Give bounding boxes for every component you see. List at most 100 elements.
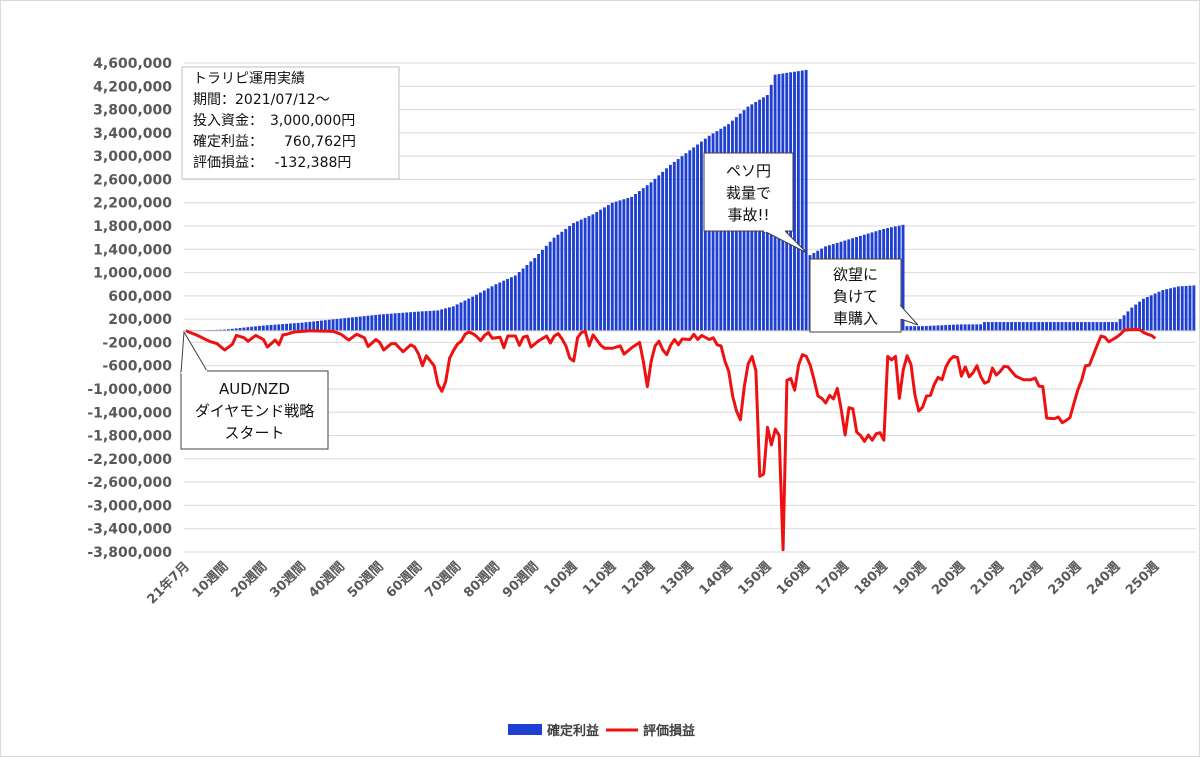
profit-bar xyxy=(994,322,998,331)
profit-bar xyxy=(657,175,661,331)
profit-bar xyxy=(401,312,405,331)
profit-bar xyxy=(1110,322,1114,331)
profit-bar xyxy=(490,286,494,331)
peso-callout-box xyxy=(703,152,794,232)
profit-bar xyxy=(711,133,715,331)
profit-bar xyxy=(606,205,610,331)
profit-bar xyxy=(1192,285,1196,331)
profit-bar xyxy=(1083,322,1087,331)
profit-bar xyxy=(599,209,603,331)
profit-bar xyxy=(382,314,385,331)
profit-bar xyxy=(1157,291,1161,331)
profit-bar xyxy=(250,326,254,331)
profit-bar xyxy=(246,327,250,331)
profit-bar xyxy=(1056,322,1060,331)
profit-bar xyxy=(1014,322,1017,331)
x-tick-label: 160週 xyxy=(774,559,813,598)
x-tick-label: 10週間 xyxy=(190,559,232,601)
y-tick-label: -600,000 xyxy=(102,359,172,375)
profit-bar xyxy=(463,300,467,331)
y-tick-label: -2,600,000 xyxy=(87,475,172,491)
info-box-line: 確定利益： 760,762円 xyxy=(193,134,356,150)
profit-bar xyxy=(347,317,351,331)
profit-bar xyxy=(637,191,641,331)
x-tick-label: 80週間 xyxy=(461,559,503,601)
profit-bar xyxy=(389,313,393,331)
profit-bar xyxy=(928,325,932,331)
profit-bar xyxy=(223,329,226,331)
profit-bar xyxy=(548,241,552,331)
y-tick-label: -1,800,000 xyxy=(87,429,172,445)
y-tick-label: 2,600,000 xyxy=(93,172,172,188)
x-tick-label: 190週 xyxy=(890,559,929,598)
profit-bar xyxy=(300,322,304,331)
profit-bar xyxy=(498,282,502,331)
y-tick-label: 1,000,000 xyxy=(93,266,172,282)
profit-bar xyxy=(703,138,707,331)
profit-bar xyxy=(800,70,804,331)
x-tick-label: 40週間 xyxy=(306,559,348,601)
profit-bar xyxy=(1029,322,1033,331)
profit-bar xyxy=(1041,322,1045,331)
profit-bar xyxy=(486,288,490,331)
peso-callout-pointer xyxy=(763,230,808,254)
legend: 確定利益 評価損益 xyxy=(508,723,695,739)
profit-bar xyxy=(1064,322,1068,331)
profit-bar xyxy=(1060,322,1064,331)
profit-bar xyxy=(626,198,630,331)
profit-bar xyxy=(327,319,331,331)
x-tick-label: 100週 xyxy=(542,559,581,598)
start-callout-pointer xyxy=(180,330,208,374)
profit-bar xyxy=(230,328,234,331)
profit-bar xyxy=(296,322,300,331)
profit-bar xyxy=(610,202,614,331)
profit-bar xyxy=(1037,322,1041,331)
profit-bar xyxy=(983,322,986,331)
profit-bar xyxy=(358,316,362,331)
unrealized-line xyxy=(185,328,1157,552)
x-tick-label: 21年7月 xyxy=(144,559,193,608)
profit-bar xyxy=(1103,322,1107,331)
profit-bar xyxy=(424,311,428,331)
profit-bar xyxy=(451,306,455,331)
profit-bar xyxy=(1122,315,1126,331)
profit-bar xyxy=(335,318,339,331)
profit-bar xyxy=(261,325,265,331)
profit-bar xyxy=(1072,322,1076,331)
car-callout-box xyxy=(809,258,902,333)
y-tick-label: 3,800,000 xyxy=(93,103,172,119)
profit-bar xyxy=(1068,322,1072,331)
profit-bar xyxy=(234,328,238,331)
x-tick-label: 90週間 xyxy=(500,559,542,601)
y-tick-label: -1,400,000 xyxy=(87,405,172,421)
profit-bar xyxy=(1180,286,1184,331)
profit-bar xyxy=(579,219,583,331)
profit-bar xyxy=(482,290,486,331)
profit-bar xyxy=(653,178,657,331)
profit-bar xyxy=(979,324,983,331)
profit-bar xyxy=(409,312,413,331)
profit-bar xyxy=(936,325,940,331)
profit-bar xyxy=(948,324,952,331)
unrealized-pnl-line xyxy=(185,328,1157,552)
profit-bar xyxy=(529,261,533,331)
profit-bar xyxy=(413,311,416,331)
profit-bar xyxy=(921,326,924,331)
car-callout-text: 負けて xyxy=(833,288,878,306)
profit-bar xyxy=(1153,293,1157,331)
profit-bar xyxy=(699,141,703,331)
profit-bar xyxy=(257,325,261,331)
profit-bar xyxy=(707,135,711,331)
profit-bar xyxy=(1165,289,1169,331)
profit-bar xyxy=(339,318,343,331)
profit-bar xyxy=(416,311,420,331)
profit-bar xyxy=(564,228,568,331)
y-tick-label: -200,000 xyxy=(102,335,172,351)
x-tick-label: 200週 xyxy=(929,559,968,598)
profit-bar xyxy=(634,193,637,331)
start-callout-text: スタート xyxy=(224,424,284,442)
profit-bar xyxy=(254,326,257,331)
